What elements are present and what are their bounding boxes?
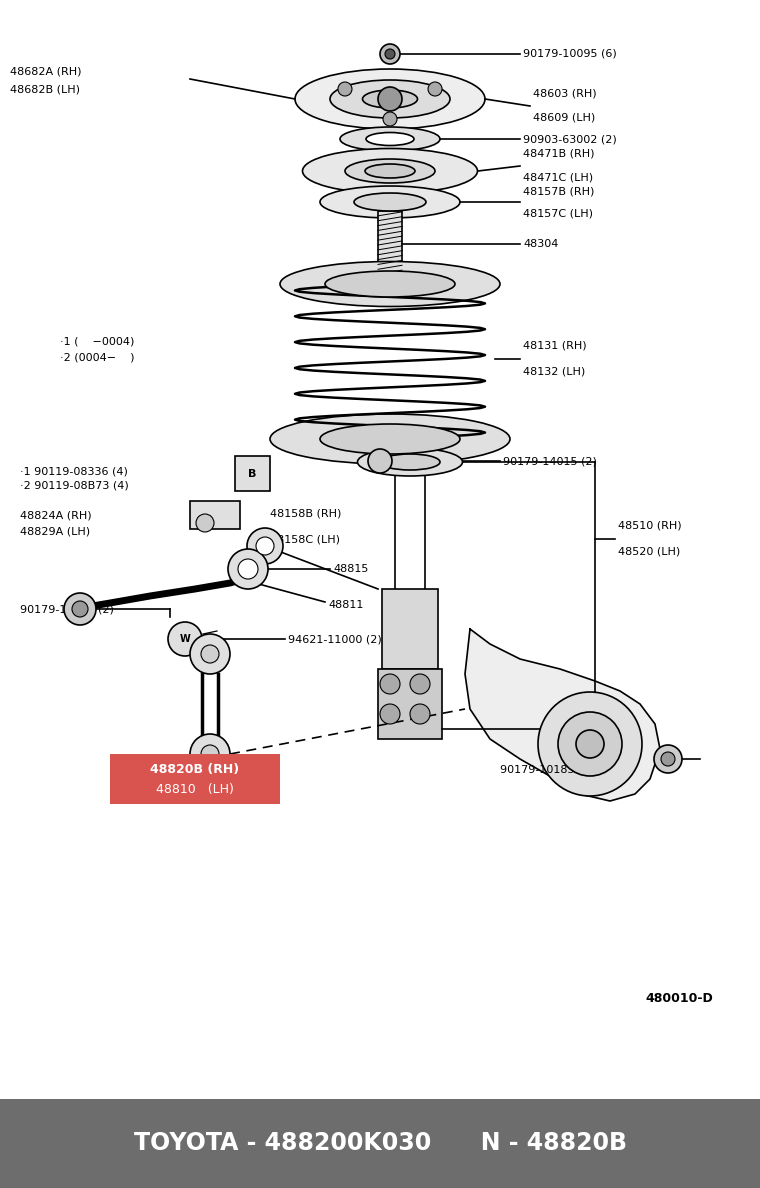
Circle shape	[190, 634, 230, 674]
Circle shape	[410, 674, 430, 694]
Text: 90179-10095 (6): 90179-10095 (6)	[523, 49, 617, 59]
Text: ‧2 (0004−    ): ‧2 (0004− )	[60, 352, 135, 362]
Bar	[378, 669, 442, 739]
Circle shape	[247, 527, 283, 564]
Circle shape	[383, 112, 397, 126]
Circle shape	[168, 623, 202, 656]
Text: 48158B (RH): 48158B (RH)	[270, 508, 341, 519]
Ellipse shape	[345, 159, 435, 183]
Ellipse shape	[366, 133, 414, 145]
Text: 90179-10183 (2): 90179-10183 (2)	[500, 764, 594, 775]
Text: 48682A (RH): 48682A (RH)	[10, 67, 81, 77]
Circle shape	[201, 745, 219, 763]
Bar	[190, 501, 240, 529]
Circle shape	[410, 704, 430, 723]
Text: 48157B (RH): 48157B (RH)	[523, 187, 594, 196]
Text: ‧1 (    −0004): ‧1 ( −0004)	[60, 336, 135, 346]
Ellipse shape	[325, 271, 455, 297]
Bar	[110, 754, 280, 804]
Circle shape	[238, 560, 258, 579]
Text: 90179-14015 (2): 90179-14015 (2)	[503, 456, 597, 466]
Text: B: B	[248, 469, 256, 479]
Text: 48510 (RH): 48510 (RH)	[618, 522, 682, 531]
Circle shape	[201, 645, 219, 663]
Text: 48811: 48811	[328, 600, 363, 609]
Text: 90903-63002 (2): 90903-63002 (2)	[523, 134, 617, 144]
Text: 48157C (LH): 48157C (LH)	[523, 208, 593, 219]
Circle shape	[428, 82, 442, 96]
Circle shape	[196, 514, 214, 532]
Text: 48471C (LH): 48471C (LH)	[523, 173, 593, 183]
Text: 48609 (LH): 48609 (LH)	[533, 112, 595, 122]
Bar	[235, 456, 270, 491]
Text: 48471B (RH): 48471B (RH)	[523, 148, 594, 159]
Ellipse shape	[320, 424, 460, 454]
Ellipse shape	[340, 127, 440, 151]
Circle shape	[538, 691, 642, 796]
Circle shape	[368, 449, 392, 473]
Polygon shape	[465, 628, 660, 801]
Circle shape	[385, 49, 395, 59]
Text: 48682B (LH): 48682B (LH)	[10, 84, 80, 94]
Bar	[382, 589, 438, 669]
Ellipse shape	[295, 69, 485, 129]
Circle shape	[256, 537, 274, 555]
Ellipse shape	[330, 80, 450, 118]
Bar	[378, 211, 402, 279]
Text: 480010-D: 480010-D	[645, 992, 713, 1005]
Ellipse shape	[270, 413, 510, 465]
Circle shape	[228, 549, 268, 589]
Text: 48158C (LH): 48158C (LH)	[270, 533, 340, 544]
Circle shape	[190, 734, 230, 775]
Circle shape	[380, 704, 400, 723]
Circle shape	[576, 729, 604, 758]
Text: 48810   (LH): 48810 (LH)	[156, 784, 234, 796]
Text: 48824A (RH): 48824A (RH)	[20, 510, 92, 520]
Circle shape	[338, 82, 352, 96]
Text: TOYOTA - 488200K030      N - 48820B: TOYOTA - 488200K030 N - 48820B	[134, 1131, 626, 1156]
Text: 48820B (RH): 48820B (RH)	[150, 764, 239, 777]
Ellipse shape	[280, 261, 500, 307]
Ellipse shape	[363, 90, 417, 108]
Circle shape	[64, 593, 96, 625]
Circle shape	[72, 601, 88, 617]
Text: 94621-11000 (2): 94621-11000 (2)	[288, 634, 382, 644]
Circle shape	[654, 745, 682, 773]
Ellipse shape	[357, 448, 463, 476]
Text: ‧1 90119-08336 (4): ‧1 90119-08336 (4)	[20, 466, 128, 476]
Text: 48131 (RH): 48131 (RH)	[523, 341, 587, 350]
Text: ‧2 90119-08B73 (4): ‧2 90119-08B73 (4)	[20, 480, 128, 489]
Text: 48520 (LH): 48520 (LH)	[618, 546, 680, 556]
Text: 48829A (LH): 48829A (LH)	[20, 526, 90, 536]
Ellipse shape	[320, 187, 460, 219]
Circle shape	[661, 752, 675, 766]
Circle shape	[380, 44, 400, 64]
Ellipse shape	[302, 148, 477, 194]
Ellipse shape	[354, 192, 426, 211]
Circle shape	[378, 87, 402, 110]
Text: 48815: 48815	[333, 564, 369, 574]
Text: W: W	[179, 634, 190, 644]
Ellipse shape	[380, 454, 440, 470]
Circle shape	[380, 674, 400, 694]
Text: 90179-10183 (2): 90179-10183 (2)	[20, 604, 114, 614]
Circle shape	[558, 712, 622, 776]
Text: 48304: 48304	[523, 239, 559, 249]
Ellipse shape	[365, 164, 415, 178]
Text: 48603 (RH): 48603 (RH)	[533, 89, 597, 99]
Text: 48132 (LH): 48132 (LH)	[523, 366, 585, 375]
